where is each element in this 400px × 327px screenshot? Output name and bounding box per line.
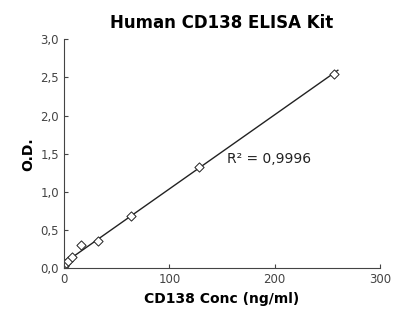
X-axis label: CD138 Conc (ng/ml): CD138 Conc (ng/ml) [144, 292, 300, 305]
Text: R² = 0,9996: R² = 0,9996 [227, 152, 311, 166]
Point [196, 165, 202, 170]
Point [128, 214, 135, 219]
Point [94, 239, 101, 244]
Point [63, 260, 69, 266]
Point [330, 71, 337, 76]
Y-axis label: O.D.: O.D. [21, 137, 35, 170]
Point [61, 263, 67, 268]
Point [69, 254, 76, 259]
Title: Human CD138 ELISA Kit: Human CD138 ELISA Kit [110, 14, 334, 32]
Point [65, 258, 72, 263]
Point [78, 243, 84, 248]
